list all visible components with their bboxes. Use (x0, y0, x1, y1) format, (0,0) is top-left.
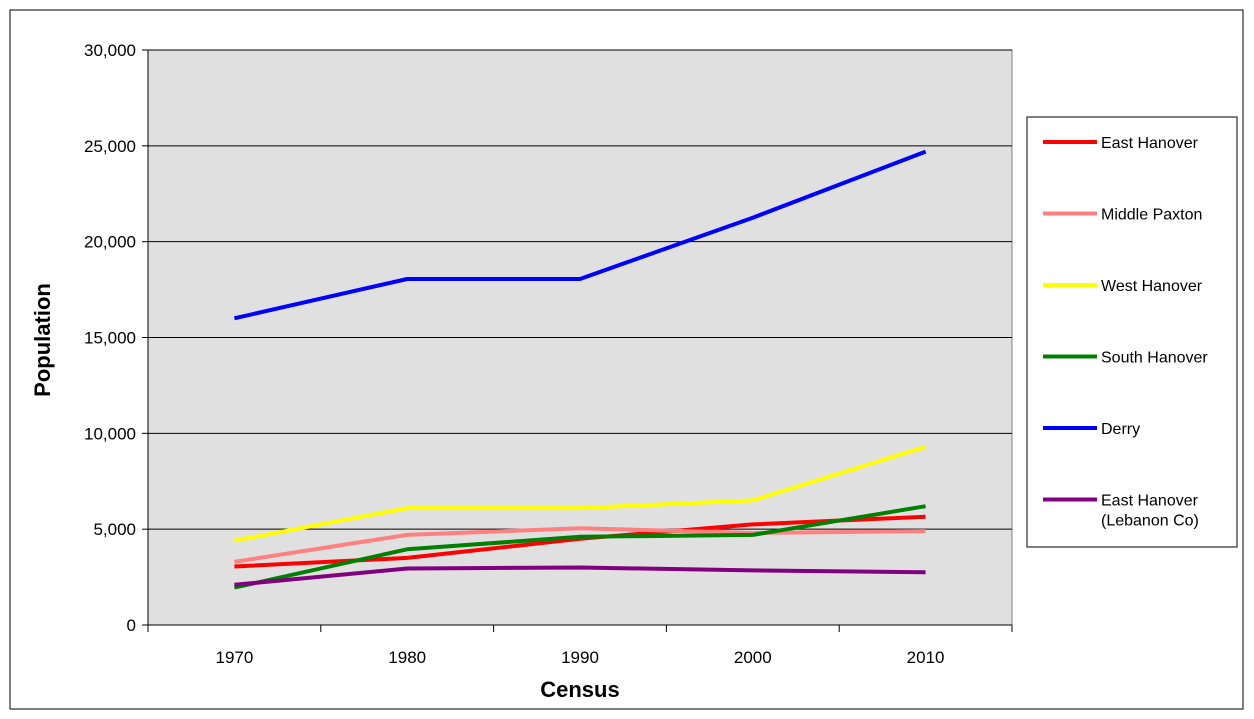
y-tick-label: 15,000 (84, 329, 136, 348)
legend-label: Middle Paxton (1101, 207, 1202, 224)
y-axis-title: Population (30, 283, 55, 397)
y-tick-label: 5,000 (93, 520, 136, 539)
legend-label: East Hanover (1101, 493, 1199, 510)
series-line-derry (233, 149, 927, 321)
series-line-south-hanover (233, 504, 926, 590)
x-axis-title: Census (540, 677, 619, 702)
x-tick-label: 1980 (388, 648, 426, 667)
legend: East Hanover Middle Paxton West Hanover Sou… (1026, 116, 1238, 548)
y-tick-label: 0 (127, 616, 136, 635)
axes: 0 5,000 10,000 15,000 20,000 25,000 30,000 1970… (84, 41, 1013, 667)
x-tick-label: 2010 (907, 648, 945, 667)
x-tick-label: 2000 (734, 648, 772, 667)
series-line-middle-paxton (234, 526, 926, 564)
legend-label: East Hanover (1101, 135, 1199, 152)
y-tick-label: 20,000 (84, 233, 136, 252)
legend-box (1026, 116, 1238, 548)
legend-label: West Hanover (1101, 278, 1203, 295)
legend-label: (Lebanon Co) (1101, 513, 1199, 530)
x-tick-label: 1970 (215, 648, 253, 667)
legend-label: South Hanover (1101, 350, 1208, 367)
legend-label: Derry (1101, 421, 1140, 438)
y-tick-label: 30,000 (84, 41, 136, 60)
series-line-east-hanover-lebanon-co (234, 565, 926, 587)
y-tick-label: 10,000 (84, 424, 136, 443)
series-line-west-hanover (234, 444, 927, 543)
y-tick-label: 25,000 (84, 137, 136, 156)
x-tick-label: 1990 (561, 648, 599, 667)
series-lines (233, 149, 927, 590)
